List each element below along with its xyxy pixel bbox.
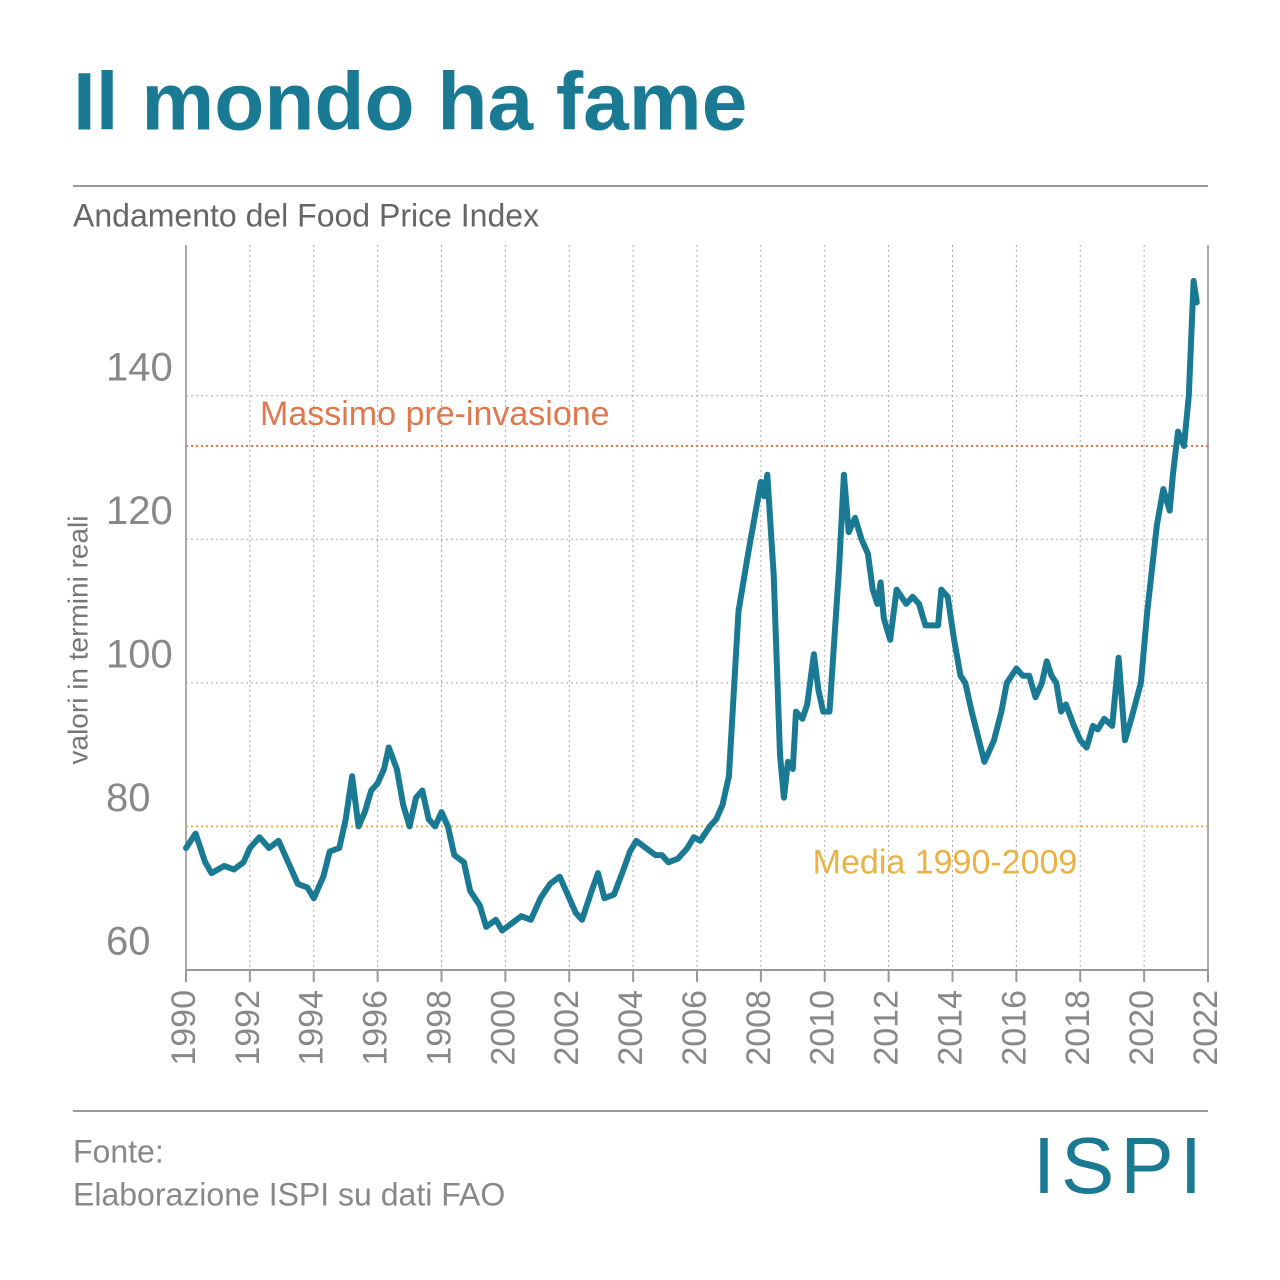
- logo: ISPI: [1033, 1121, 1208, 1210]
- source: Elaborazione ISPI su dati FAO: [73, 1176, 505, 1212]
- x-tick-label: 1990: [165, 990, 203, 1066]
- y-tick-label: 100: [106, 632, 173, 676]
- y-tick-label: 60: [106, 920, 151, 964]
- x-tick-label: 2004: [612, 990, 650, 1066]
- x-tick-label: 2008: [740, 990, 778, 1066]
- source-label: Fonte:: [73, 1133, 164, 1169]
- x-tick-label: 1996: [357, 990, 395, 1066]
- data-line: [183, 277, 1200, 934]
- x-tick-label: 2000: [484, 990, 522, 1066]
- y-tick-label: 80: [106, 776, 151, 820]
- x-tick-label: 2016: [995, 990, 1033, 1066]
- x-tick-label: 2012: [868, 990, 906, 1066]
- x-tick-label: 1994: [293, 990, 331, 1066]
- x-tick-label: 2010: [804, 990, 842, 1066]
- x-tick-label: 2014: [931, 990, 969, 1066]
- x-tick-label: 2002: [548, 990, 586, 1066]
- x-tick-label: 2018: [1059, 990, 1097, 1066]
- x-tick-label: 2006: [676, 990, 714, 1066]
- x-tick-label: 2022: [1187, 990, 1225, 1066]
- y-tick-label: 120: [106, 489, 173, 533]
- x-tick-label: 1992: [229, 990, 267, 1066]
- y-axis-label: valori in termini reali: [62, 516, 93, 765]
- reference-label: Massimo pre-invasione: [260, 395, 610, 433]
- x-tick-label: 1998: [420, 990, 458, 1066]
- x-tick-label: 2020: [1123, 990, 1161, 1066]
- y-tick-label: 140: [106, 345, 173, 389]
- chart-title: Il mondo ha fame: [73, 57, 747, 148]
- reference-label: Media 1990-2009: [813, 843, 1078, 881]
- chart-subtitle: Andamento del Food Price Index: [73, 197, 539, 233]
